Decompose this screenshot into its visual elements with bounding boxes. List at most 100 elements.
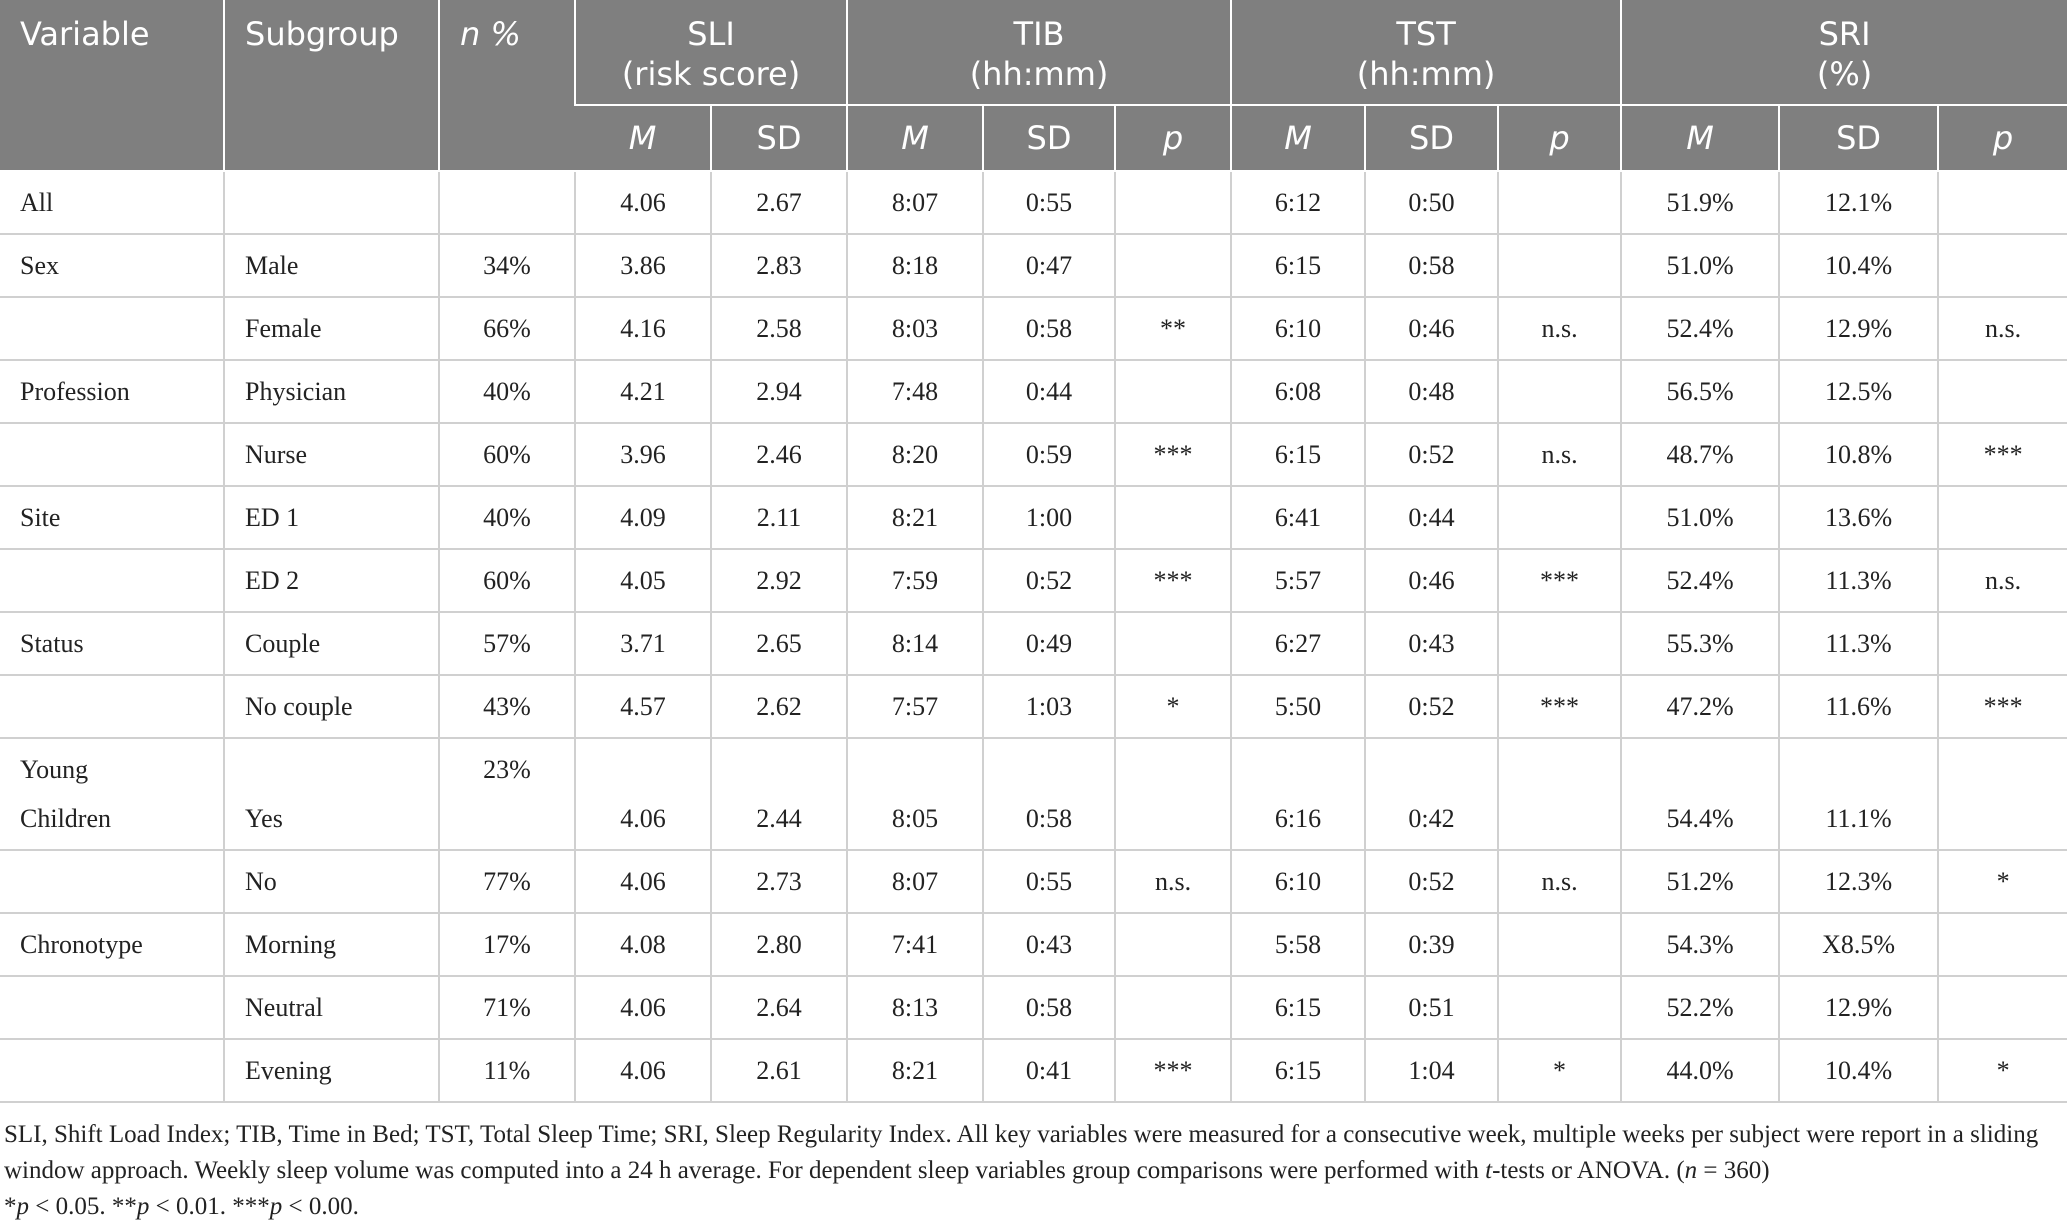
- table-cell: 6:15: [1230, 1039, 1366, 1103]
- cell-text: *: [1996, 1056, 2010, 1085]
- cell-text: 0:41: [1025, 1056, 1073, 1085]
- cell-text: 0:58: [1025, 314, 1073, 343]
- table-cell: [1113, 738, 1232, 851]
- table-cell: 0:41: [982, 1039, 1115, 1103]
- group-header: TST (hh:mm): [1230, 0, 1622, 106]
- header-label: n %: [460, 15, 521, 53]
- table-cell: [1113, 976, 1232, 1040]
- table-cell: 47.2%: [1620, 675, 1780, 739]
- table-cell: ***: [1937, 423, 2067, 487]
- table-cell: Couple: [223, 612, 439, 676]
- cell-text: 4.57: [620, 692, 666, 721]
- table-row: Sex Male 34% 3.86 2.83 8:18 0:47 6:15 0:58 51.0% 1…: [0, 234, 2067, 298]
- table-cell: Sex: [0, 234, 224, 298]
- cell-text: 0:42: [1408, 804, 1455, 833]
- cell-text: Status: [20, 629, 84, 658]
- subheader-label: M: [901, 119, 929, 157]
- table-cell: 0:55: [982, 850, 1115, 914]
- group-label: TST: [1396, 15, 1456, 53]
- table-cell: 10.8%: [1778, 423, 1939, 487]
- cell-text: ED 1: [245, 503, 300, 532]
- cell-text: 0:52: [1408, 440, 1455, 469]
- header-row: Variable Subgroup n % SLI (risk score) TIB (hh…: [0, 0, 2067, 172]
- table-cell: Chronotype: [0, 913, 224, 977]
- table-row: Site ED 1 40% 4.09 2.11 8:21 1:00 6:41 0:44 51.0%…: [0, 486, 2067, 550]
- cell-text: 47.2%: [1666, 692, 1734, 721]
- cell-text: 2.67: [756, 188, 802, 217]
- cell-text: 12.1%: [1824, 188, 1893, 217]
- table-cell: 5:50: [1230, 675, 1366, 739]
- cell-text: 51.2%: [1666, 867, 1734, 896]
- cell-text: 10.4%: [1824, 251, 1893, 280]
- cell-text: 12.5%: [1824, 377, 1893, 406]
- cell-text: 6:10: [1274, 867, 1322, 896]
- table-cell: ***: [1937, 675, 2067, 739]
- subheader-label: SD: [1836, 119, 1882, 157]
- cell-text: 6:41: [1274, 503, 1322, 532]
- table-cell: No couple: [223, 675, 439, 739]
- table-cell: 8:14: [846, 612, 983, 676]
- table-cell: 51.0%: [1620, 486, 1780, 550]
- cell-text: 0:52: [1025, 566, 1073, 595]
- cell-text: No: [245, 867, 277, 896]
- cell-text: Sex: [20, 251, 59, 280]
- table-cell: n.s.: [1497, 297, 1622, 361]
- table-cell: 4.16: [574, 297, 711, 361]
- subheader: p: [1497, 105, 1622, 172]
- table-cell: ***: [1113, 423, 1232, 487]
- table-cell: 8:07: [846, 850, 983, 914]
- cell-text: ***: [1153, 1056, 1193, 1085]
- table-cell: ***: [1497, 549, 1622, 613]
- cell-text: 0:51: [1408, 993, 1455, 1022]
- table-cell: 60%: [438, 549, 575, 613]
- table-cell: 1:00: [982, 486, 1115, 550]
- table-cell: 3.71: [574, 612, 711, 676]
- table-cell: 0:50: [1364, 171, 1499, 235]
- cell-text: n.s.: [1541, 867, 1578, 896]
- footnote-segment: t: [1485, 1157, 1493, 1184]
- cell-text: 8:14: [891, 629, 939, 658]
- table-cell: 40%: [438, 360, 575, 424]
- cell-text: 4.21: [620, 377, 666, 406]
- table-row: Young Children Yes 23% 4.06 2.44 8:05 0:58 6:16…: [0, 738, 2067, 851]
- table-cell: X8.5%: [1778, 913, 1939, 977]
- cell-text: n.s.: [1541, 314, 1578, 343]
- cell-text: n.s.: [1541, 440, 1578, 469]
- table-cell: 11.6%: [1778, 675, 1939, 739]
- cell-text: 4.06: [620, 188, 666, 217]
- cell-text: 54.4%: [1666, 804, 1734, 833]
- cell-text: 0:52: [1408, 692, 1455, 721]
- table-cell: 0:49: [982, 612, 1115, 676]
- group-header: SRI (%): [1620, 0, 2067, 106]
- cell-text: ***: [1540, 566, 1580, 595]
- table-cell: Male: [223, 234, 439, 298]
- table-cell: [1113, 360, 1232, 424]
- subheader-label: SD: [1409, 119, 1454, 157]
- table-cell: [1937, 612, 2067, 676]
- table-cell: 0:58: [1364, 234, 1499, 298]
- cell-text: 12.9%: [1824, 993, 1893, 1022]
- cell-text: 1:00: [1025, 503, 1073, 532]
- cell-text: 6:15: [1274, 993, 1322, 1022]
- table-cell: [1113, 913, 1232, 977]
- cell-text: 8:07: [891, 867, 939, 896]
- table-cell: 0:58: [982, 738, 1115, 851]
- table-cell: 12.9%: [1778, 976, 1939, 1040]
- column-header: Subgroup: [223, 0, 439, 172]
- table-cell: 51.0%: [1620, 234, 1780, 298]
- footnote-segment: n: [1684, 1157, 1698, 1184]
- table-cell: 0:43: [982, 913, 1115, 977]
- cell-text: ***: [1983, 440, 2023, 469]
- table-cell: 6:16: [1230, 738, 1366, 851]
- table-cell: 4.57: [574, 675, 711, 739]
- cell-text: 2.94: [756, 377, 802, 406]
- footnote-segment: p: [16, 1193, 30, 1220]
- table-cell: 6:10: [1230, 297, 1366, 361]
- group-header: TIB (hh:mm): [845, 0, 1232, 106]
- table-cell: ED 1: [223, 486, 439, 550]
- cell-text: 0:46: [1408, 566, 1455, 595]
- table-cell: 66%: [438, 297, 575, 361]
- subheader-label: M: [1284, 119, 1312, 157]
- cell-text: 6:16: [1274, 804, 1322, 833]
